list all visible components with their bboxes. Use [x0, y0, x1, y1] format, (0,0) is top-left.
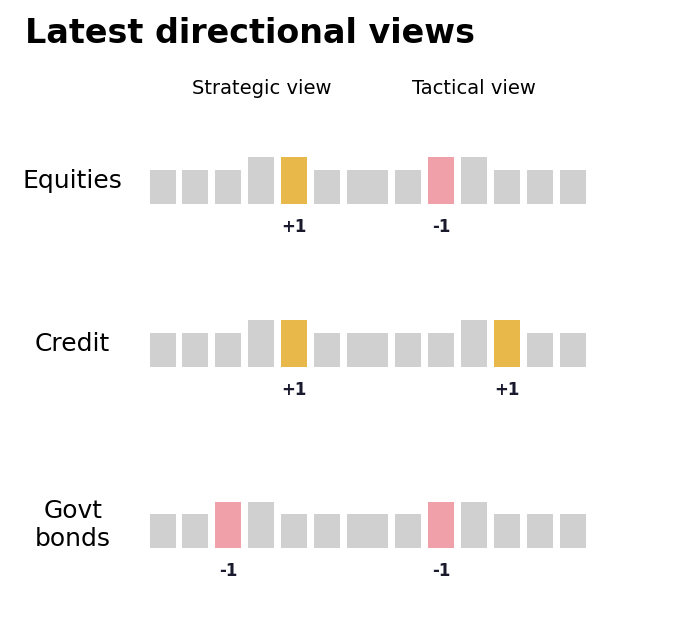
- Bar: [347, 170, 373, 204]
- Bar: [215, 333, 242, 367]
- Text: -1: -1: [219, 562, 237, 580]
- Bar: [559, 333, 586, 367]
- Bar: [248, 157, 274, 204]
- Bar: [461, 157, 487, 204]
- Bar: [428, 501, 454, 548]
- Text: Govt
bonds: Govt bonds: [35, 499, 111, 551]
- Bar: [183, 333, 208, 367]
- Bar: [215, 501, 242, 548]
- Bar: [281, 320, 307, 367]
- Bar: [428, 333, 454, 367]
- Bar: [395, 514, 421, 548]
- Text: -1: -1: [432, 562, 450, 580]
- Bar: [493, 514, 520, 548]
- Text: Tactical view: Tactical view: [412, 79, 536, 98]
- Text: +1: +1: [282, 218, 307, 236]
- Bar: [395, 333, 421, 367]
- Bar: [347, 514, 373, 548]
- Bar: [559, 514, 586, 548]
- Bar: [248, 320, 274, 367]
- Text: +1: +1: [494, 381, 519, 399]
- Bar: [428, 157, 454, 204]
- Bar: [149, 514, 176, 548]
- Text: Latest directional views: Latest directional views: [25, 16, 475, 49]
- Bar: [527, 514, 552, 548]
- Bar: [461, 501, 487, 548]
- Bar: [183, 514, 208, 548]
- Bar: [461, 320, 487, 367]
- Bar: [314, 170, 340, 204]
- Bar: [362, 514, 388, 548]
- Bar: [183, 170, 208, 204]
- Bar: [314, 333, 340, 367]
- Bar: [149, 333, 176, 367]
- Bar: [362, 333, 388, 367]
- Bar: [493, 170, 520, 204]
- Text: Strategic view: Strategic view: [192, 79, 331, 98]
- Bar: [527, 170, 552, 204]
- Bar: [362, 170, 388, 204]
- Bar: [281, 157, 307, 204]
- Bar: [395, 170, 421, 204]
- Text: -1: -1: [432, 218, 450, 236]
- Bar: [215, 170, 242, 204]
- Text: Equities: Equities: [23, 169, 123, 193]
- Text: Credit: Credit: [35, 332, 110, 356]
- Bar: [347, 333, 373, 367]
- Bar: [248, 501, 274, 548]
- Bar: [527, 333, 552, 367]
- Bar: [314, 514, 340, 548]
- Bar: [559, 170, 586, 204]
- Bar: [149, 170, 176, 204]
- Bar: [493, 320, 520, 367]
- Bar: [281, 514, 307, 548]
- Text: +1: +1: [282, 381, 307, 399]
